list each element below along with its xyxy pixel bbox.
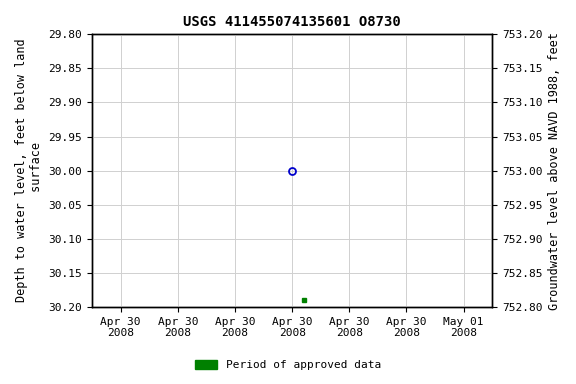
Y-axis label: Groundwater level above NAVD 1988, feet: Groundwater level above NAVD 1988, feet (548, 32, 561, 310)
Y-axis label: Depth to water level, feet below land
 surface: Depth to water level, feet below land su… (15, 39, 43, 303)
Legend: Period of approved data: Period of approved data (191, 356, 385, 375)
Title: USGS 411455074135601 O8730: USGS 411455074135601 O8730 (183, 15, 401, 29)
